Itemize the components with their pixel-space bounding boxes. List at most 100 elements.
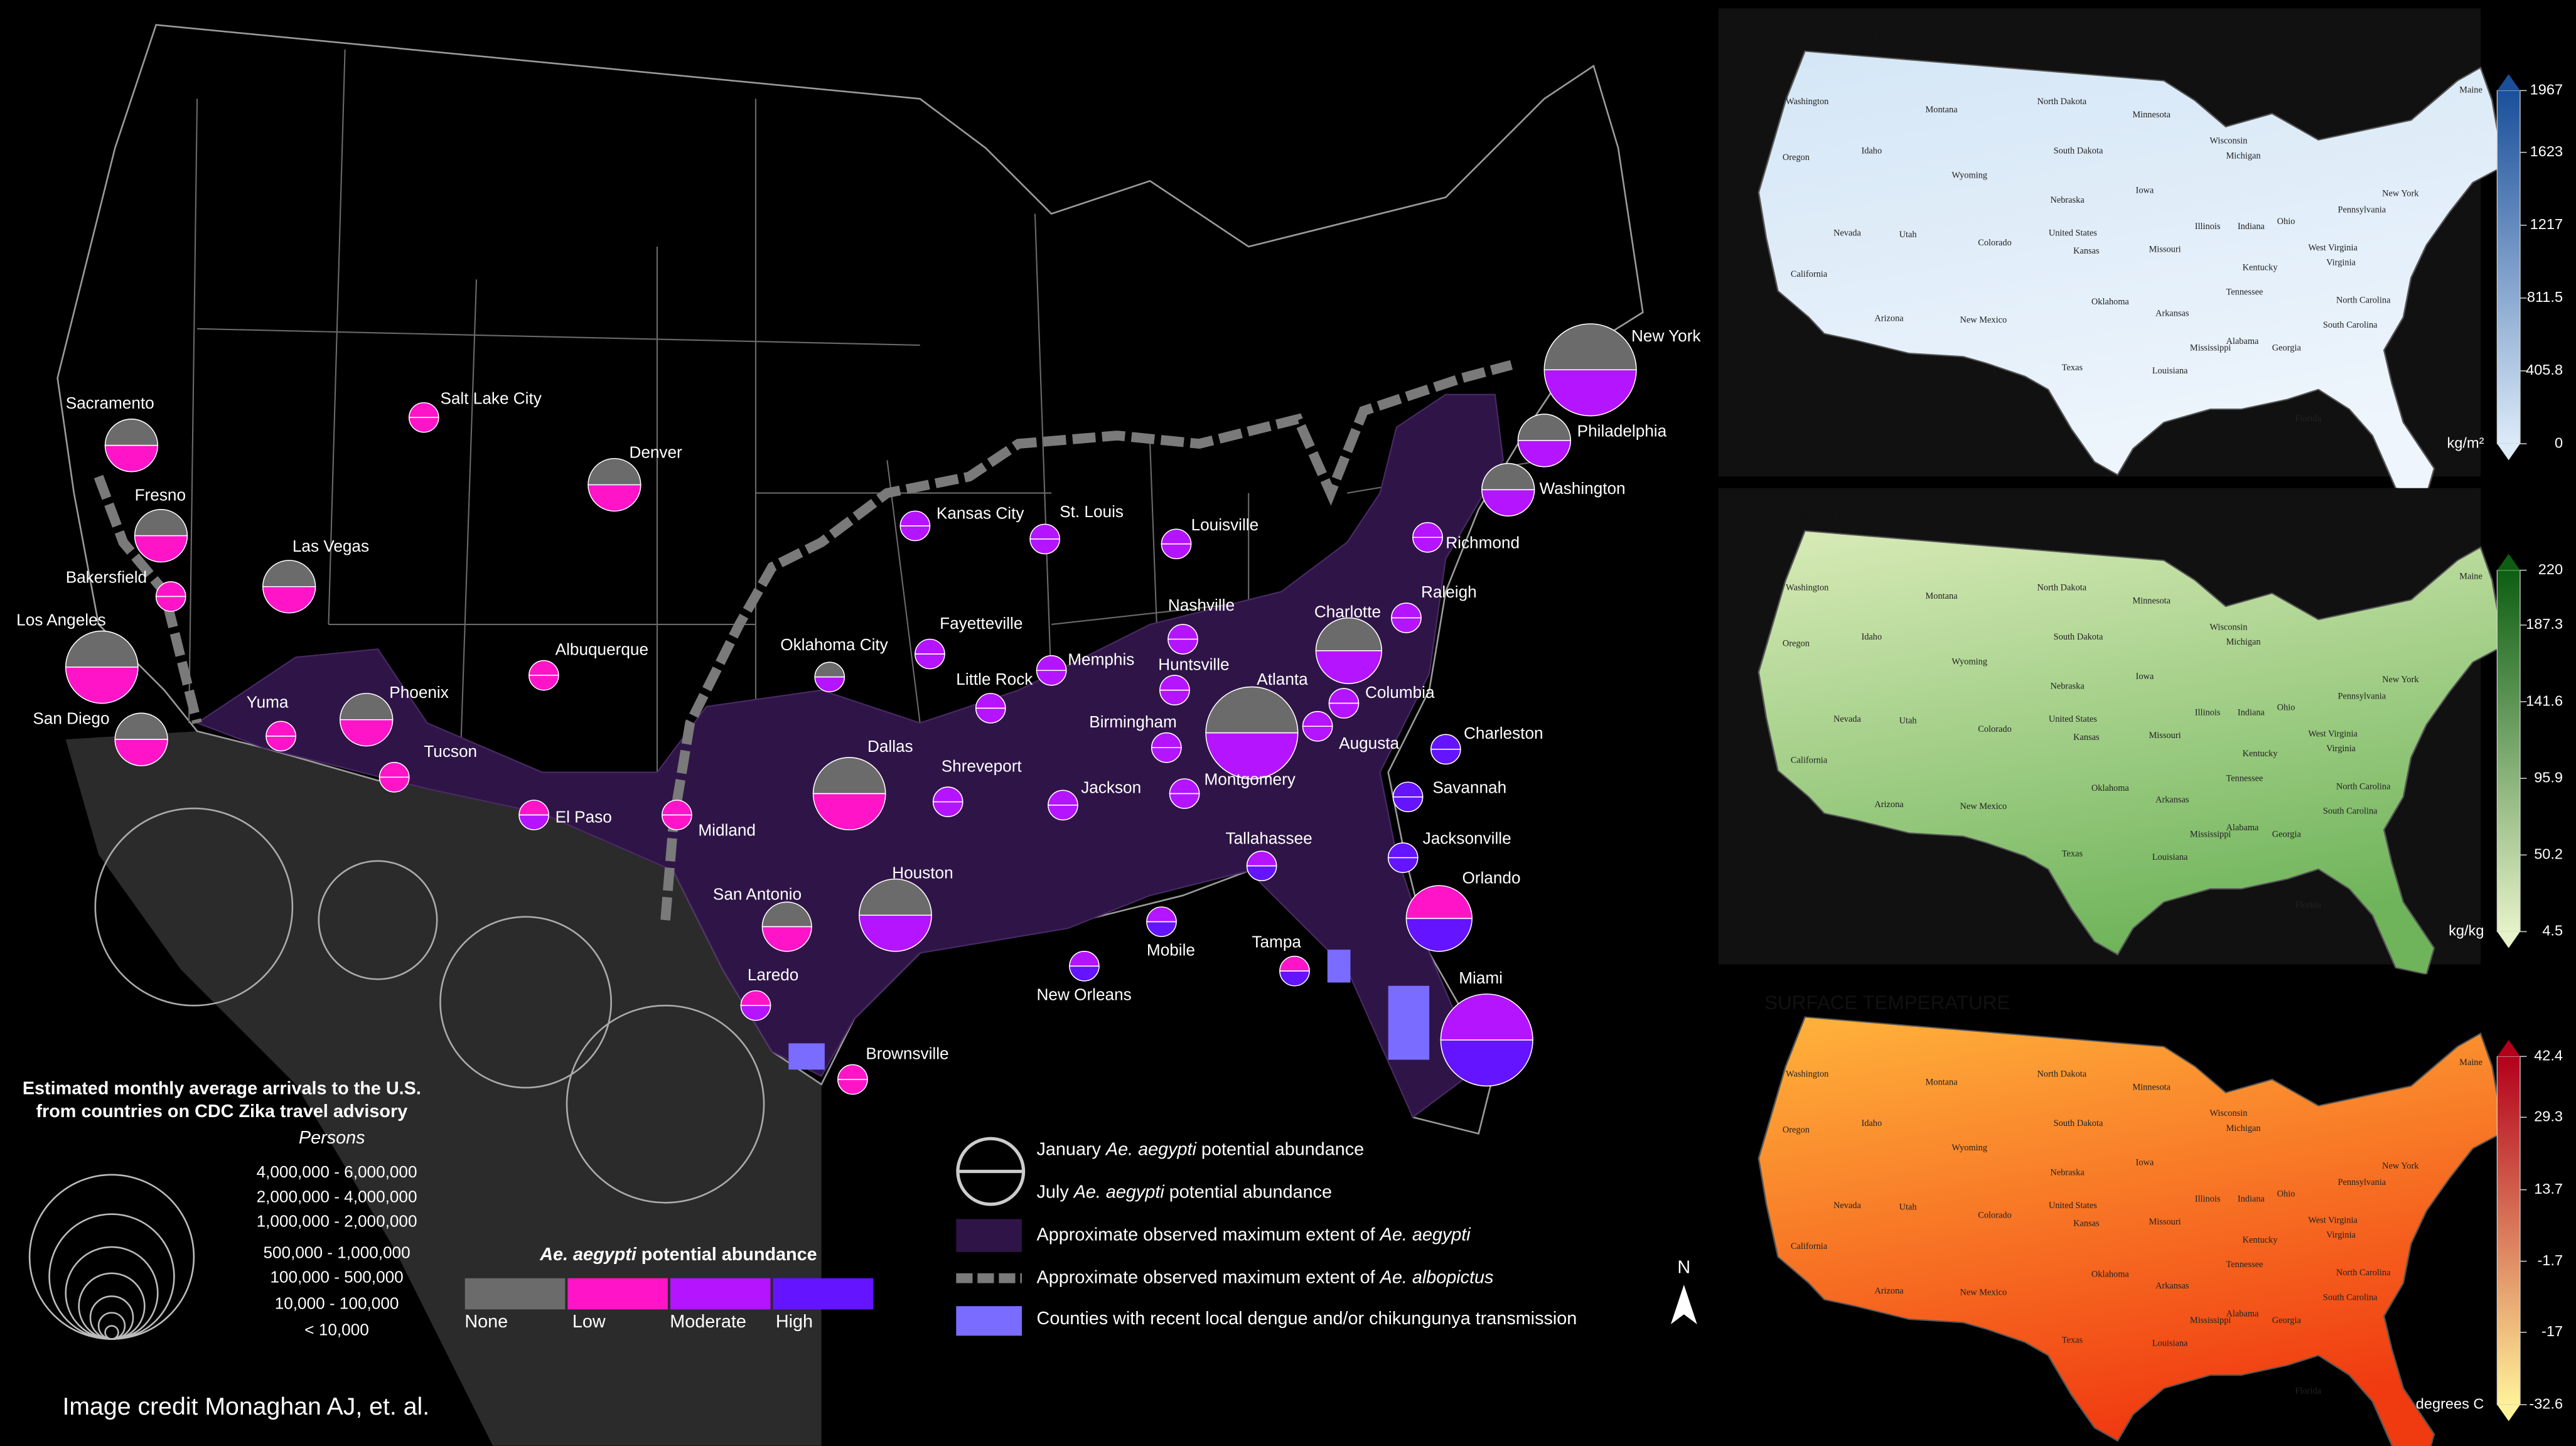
state-label: Missouri [2149, 245, 2181, 255]
state-label: New York [2382, 189, 2419, 199]
abundance-level: Moderate [670, 1312, 746, 1332]
state-label: Wisconsin [2209, 1108, 2247, 1118]
arrivals-class: 1,000,000 - 2,000,000 [257, 1212, 417, 1231]
state-label: South Carolina [2323, 806, 2378, 817]
july-half [65, 667, 139, 704]
panel-date: March [2393, 26, 2448, 48]
state-label: Wyoming [1951, 1143, 1987, 1153]
july-half [1159, 689, 1190, 705]
city-label: San Diego [33, 709, 109, 728]
january-half [155, 581, 186, 597]
state-label: Minnesota [2132, 596, 2171, 606]
july-half [1069, 965, 1100, 982]
july-half [1169, 793, 1200, 809]
city-symbol [1302, 710, 1333, 742]
state-label: Arkansas [2155, 1281, 2189, 1291]
colorbar-tick-label: 141.6 [2526, 692, 2563, 709]
july-half [812, 793, 886, 830]
state-label: Montana [1926, 105, 1958, 115]
aegypti-extent [195, 394, 1504, 1118]
city-symbol [1146, 906, 1177, 937]
colorbar [2496, 1056, 2521, 1405]
abundance-level: None [464, 1312, 508, 1332]
state-label: Nebraska [2050, 1167, 2085, 1177]
state-label: Alabama [2226, 823, 2260, 833]
july-half [378, 776, 410, 793]
july-half [134, 535, 188, 563]
state-label: Virginia [2326, 744, 2356, 754]
state-label: Wisconsin [2209, 622, 2247, 632]
january-half [1412, 522, 1443, 538]
city-symbol [915, 638, 945, 670]
july-half [740, 1005, 771, 1021]
july-half [528, 675, 559, 691]
city-symbol [1405, 885, 1473, 952]
january-half [859, 878, 932, 916]
city-label: Sacramento [66, 394, 154, 412]
city-label: Washington [1539, 479, 1625, 498]
january-half [1279, 955, 1310, 972]
july-half [1302, 726, 1333, 742]
july-half [1440, 1039, 1533, 1087]
january-half [528, 660, 559, 676]
city-symbol [134, 509, 188, 563]
state-label: Michigan [2226, 637, 2261, 647]
state-label: United States [2049, 228, 2097, 238]
state-label: Arkansas [2155, 795, 2189, 805]
january-half [740, 990, 771, 1006]
abundance-level: Low [572, 1312, 606, 1332]
colorbar-cap [2497, 444, 2521, 461]
state-label: Maine [2459, 85, 2482, 95]
city-label: Albuquerque [555, 640, 648, 659]
city-symbol [1440, 993, 1533, 1087]
colorbar-tick-label: 42.4 [2534, 1047, 2563, 1064]
july-half [1387, 857, 1419, 873]
january-half [114, 712, 168, 740]
key-italic: Ae. aegypti [1073, 1182, 1166, 1202]
city-label: Mobile [1147, 941, 1195, 960]
city-symbol [1048, 790, 1078, 821]
state-label: Idaho [1861, 1118, 1882, 1128]
arrivals-class-circle [104, 1325, 119, 1340]
january-half [761, 901, 812, 928]
state-label: Georgia [2272, 343, 2302, 353]
january-half [1392, 781, 1424, 798]
arrival-circle [439, 916, 612, 1089]
dengue-counties [788, 950, 1430, 1070]
state-label: Tennessee [2226, 287, 2263, 297]
city-label: Brownsville [866, 1044, 948, 1063]
key-text: potential abundance [1164, 1182, 1332, 1202]
key-text: July [1037, 1182, 1074, 1202]
state-label: Missouri [2149, 1217, 2181, 1227]
january-half [340, 693, 394, 720]
state-label: Ohio [2277, 217, 2295, 227]
state-label: Maine [2459, 571, 2482, 581]
state-label: Wisconsin [2209, 136, 2247, 146]
state-label: Tennessee [2226, 773, 2263, 783]
colorbar-tick-label: 29.3 [2534, 1108, 2563, 1124]
state-label: Illinois [2195, 222, 2221, 232]
colorbar-tick-label: 1217 [2530, 216, 2563, 232]
colorbar-cap [2497, 74, 2521, 91]
july-half [155, 596, 186, 612]
state-label: Oregon [1783, 153, 1810, 163]
state-label: Nebraska [2050, 682, 2085, 692]
city-symbol [528, 660, 559, 691]
july-half [1315, 650, 1382, 684]
state-label: Florida [2295, 900, 2321, 910]
july-half [932, 801, 963, 817]
city-symbol [812, 757, 886, 830]
city-symbol [1246, 850, 1277, 881]
colorbar-unit: kg/kg [2449, 923, 2484, 939]
city-label: Las Vegas [292, 537, 369, 555]
january-half [104, 419, 159, 446]
july-half [1328, 702, 1360, 719]
city-label: Yuma [247, 692, 289, 711]
city-label: Augusta [1339, 734, 1399, 752]
key-dengue [956, 1306, 1022, 1336]
abundance-level: High [776, 1312, 813, 1332]
city-label: Atlanta [1257, 670, 1308, 688]
city-symbol [588, 458, 641, 512]
state-label: Arizona [1874, 1286, 1904, 1296]
